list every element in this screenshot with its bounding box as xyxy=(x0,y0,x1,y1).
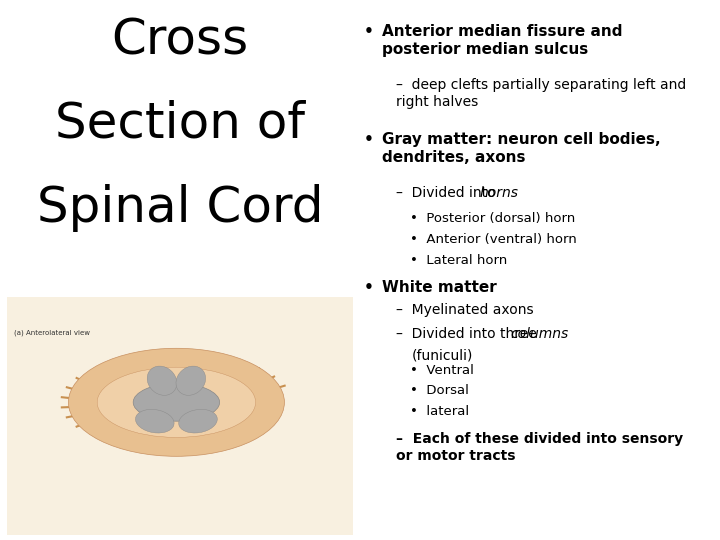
Text: •  Ventral: • Ventral xyxy=(410,364,474,377)
Ellipse shape xyxy=(133,383,220,421)
Text: •  Dorsal: • Dorsal xyxy=(410,384,469,397)
Ellipse shape xyxy=(147,366,177,395)
Text: (funiculi): (funiculi) xyxy=(412,348,473,362)
Text: Anterior median fissure and
posterior median sulcus: Anterior median fissure and posterior me… xyxy=(382,24,622,57)
Text: •  Anterior (ventral) horn: • Anterior (ventral) horn xyxy=(410,233,577,246)
Text: –  Divided into: – Divided into xyxy=(396,186,500,200)
Ellipse shape xyxy=(176,366,206,395)
Text: –  deep clefts partially separating left and
right halves: – deep clefts partially separating left … xyxy=(396,78,686,109)
Ellipse shape xyxy=(179,409,217,433)
Text: –  Myelinated axons: – Myelinated axons xyxy=(396,303,534,318)
Text: (a) Anterolateral view: (a) Anterolateral view xyxy=(14,329,91,336)
Text: –  Each of these divided into sensory
or motor tracts: – Each of these divided into sensory or … xyxy=(396,432,683,463)
Text: •  Posterior (dorsal) horn: • Posterior (dorsal) horn xyxy=(410,212,576,225)
Text: •: • xyxy=(364,132,374,147)
Text: •  Lateral horn: • Lateral horn xyxy=(410,254,508,267)
Text: Cross: Cross xyxy=(112,16,248,64)
Text: horns: horns xyxy=(480,186,518,200)
Ellipse shape xyxy=(135,409,174,433)
Text: •: • xyxy=(364,280,374,295)
Text: •: • xyxy=(364,24,374,39)
Text: •  lateral: • lateral xyxy=(410,405,469,418)
Text: White matter: White matter xyxy=(382,280,496,295)
Ellipse shape xyxy=(68,348,284,456)
FancyBboxPatch shape xyxy=(7,297,353,535)
Text: Spinal Cord: Spinal Cord xyxy=(37,184,323,232)
Text: –  Divided into three: – Divided into three xyxy=(396,327,541,341)
Text: Section of: Section of xyxy=(55,100,305,148)
Text: columns: columns xyxy=(510,327,569,341)
Ellipse shape xyxy=(97,367,256,437)
Text: Gray matter: neuron cell bodies,
dendrites, axons: Gray matter: neuron cell bodies, dendrit… xyxy=(382,132,660,165)
